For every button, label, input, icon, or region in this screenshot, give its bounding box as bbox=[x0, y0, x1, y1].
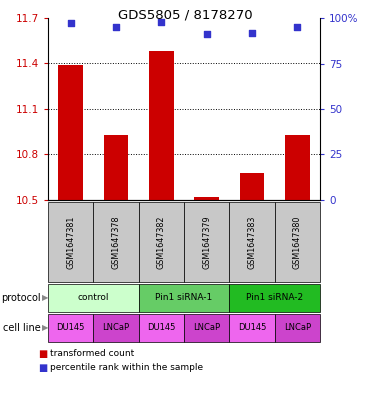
Text: ■: ■ bbox=[38, 363, 47, 373]
Text: ▶: ▶ bbox=[42, 294, 49, 303]
Point bbox=[249, 29, 255, 36]
Text: DU145: DU145 bbox=[238, 323, 266, 332]
Text: GSM1647382: GSM1647382 bbox=[157, 215, 166, 269]
Text: ▶: ▶ bbox=[42, 323, 49, 332]
Bar bbox=[149, 51, 174, 200]
Text: LNCaP: LNCaP bbox=[193, 323, 220, 332]
Point bbox=[204, 31, 210, 37]
Text: Pin1 siRNA-1: Pin1 siRNA-1 bbox=[155, 294, 213, 303]
Text: ■: ■ bbox=[38, 349, 47, 359]
Text: GSM1647381: GSM1647381 bbox=[66, 215, 75, 269]
Text: GSM1647383: GSM1647383 bbox=[247, 215, 256, 269]
Bar bbox=[285, 135, 310, 200]
Text: protocol: protocol bbox=[1, 293, 40, 303]
Text: LNCaP: LNCaP bbox=[284, 323, 311, 332]
Point bbox=[68, 20, 73, 27]
Text: GDS5805 / 8178270: GDS5805 / 8178270 bbox=[118, 8, 253, 21]
Text: GSM1647380: GSM1647380 bbox=[293, 215, 302, 269]
Text: transformed count: transformed count bbox=[50, 349, 134, 358]
Text: percentile rank within the sample: percentile rank within the sample bbox=[50, 364, 203, 373]
Text: DU145: DU145 bbox=[56, 323, 85, 332]
Bar bbox=[240, 173, 265, 200]
Text: cell line: cell line bbox=[3, 323, 40, 333]
Point bbox=[294, 24, 300, 30]
Bar bbox=[194, 197, 219, 200]
Text: GSM1647379: GSM1647379 bbox=[202, 215, 211, 269]
Text: Pin1 siRNA-2: Pin1 siRNA-2 bbox=[246, 294, 303, 303]
Bar bbox=[104, 135, 128, 200]
Point bbox=[113, 24, 119, 30]
Point bbox=[158, 18, 164, 25]
Text: LNCaP: LNCaP bbox=[102, 323, 129, 332]
Text: GSM1647378: GSM1647378 bbox=[112, 215, 121, 269]
Text: DU145: DU145 bbox=[147, 323, 175, 332]
Bar bbox=[58, 65, 83, 200]
Text: control: control bbox=[78, 294, 109, 303]
